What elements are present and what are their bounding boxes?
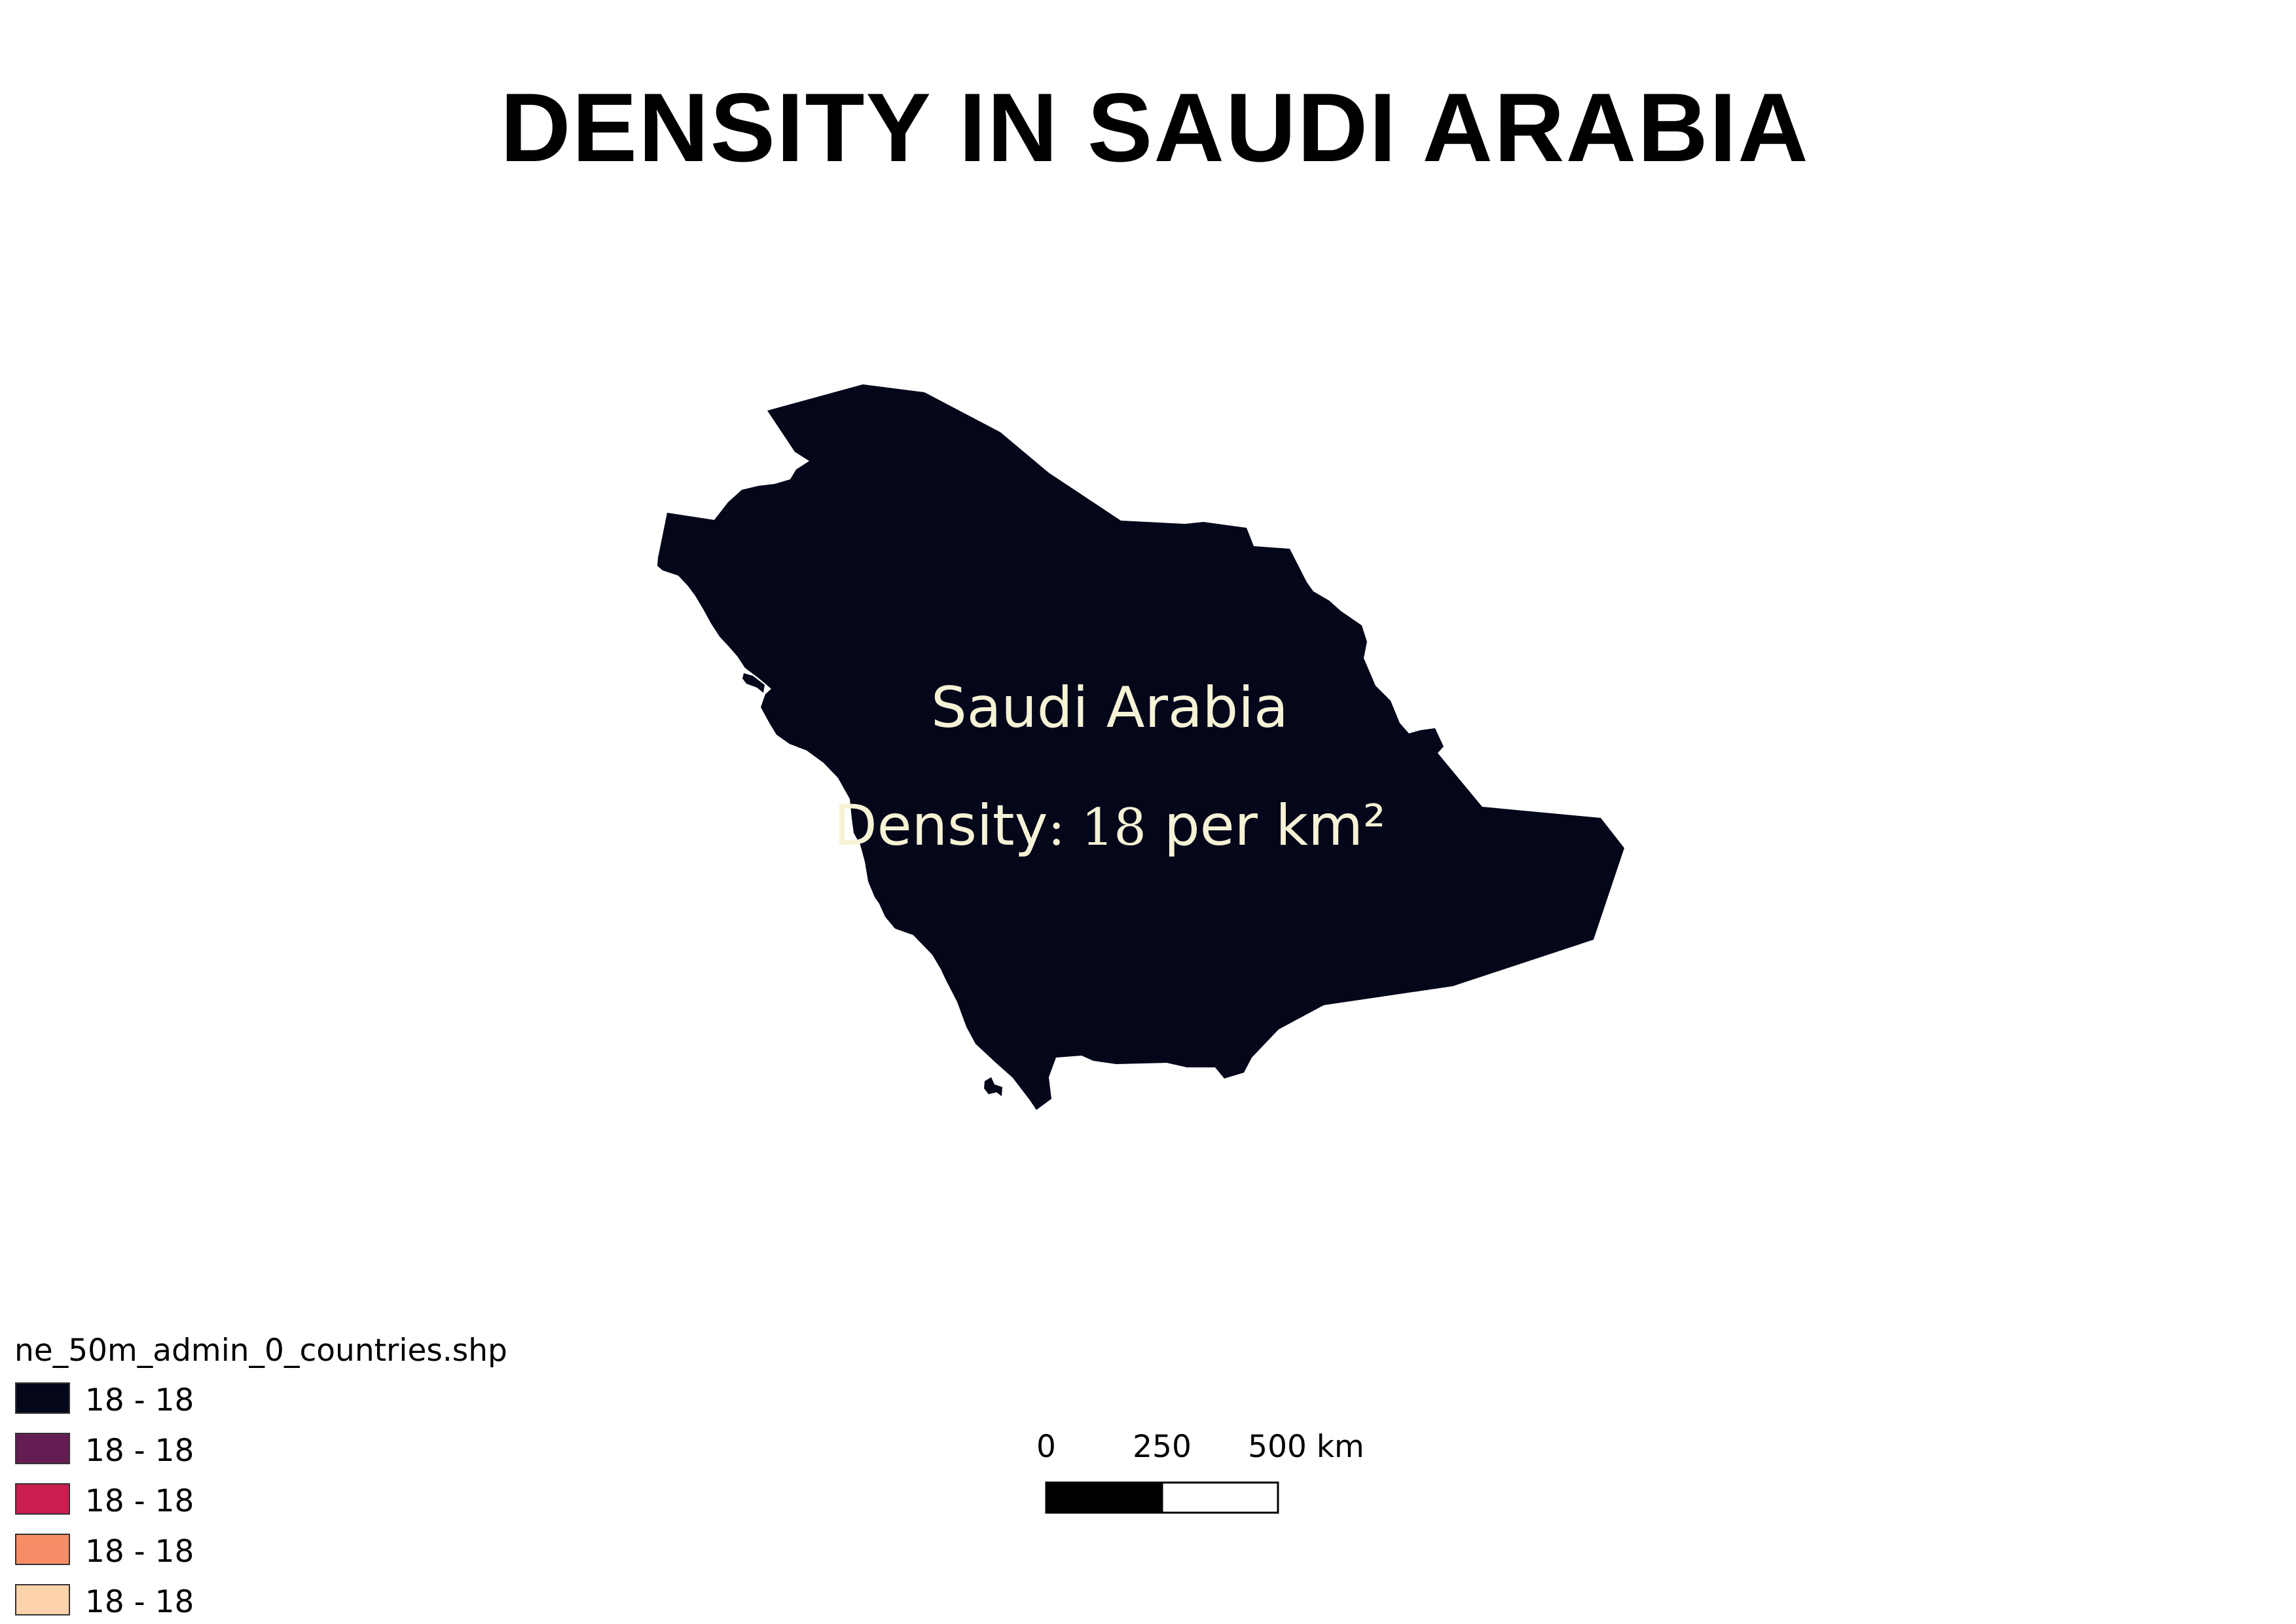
legend-swatch	[15, 1382, 70, 1414]
legend-item: 18 - 18	[15, 1534, 194, 1570]
density-label: Density: 18 per km²	[834, 793, 1386, 858]
legend-swatch	[15, 1534, 70, 1565]
country-saudi-arabia[interactable]	[657, 384, 1624, 1110]
scale-label-250: 250	[1133, 1429, 1192, 1465]
scale-segment-empty	[1161, 1481, 1279, 1514]
map-title: DENSITY IN SAUDI ARABIA	[500, 73, 1810, 182]
legend-item: 18 - 18	[15, 1584, 194, 1620]
legend-item: 18 - 18	[15, 1483, 194, 1519]
density-value: 18	[1082, 798, 1146, 857]
legend-title: ne_50m_admin_0_countries.shp	[14, 1333, 507, 1369]
legend: ne_50m_admin_0_countries.shp 18 - 18 18 …	[14, 1333, 507, 1620]
scale-bar: 0 250 500 km	[1036, 1429, 1364, 1514]
density-separator: :	[1048, 798, 1082, 857]
saudi-arabia-shape[interactable]	[657, 384, 1624, 1110]
legend-item: 18 - 18	[15, 1382, 194, 1418]
country-label: Saudi Arabia Density: 18 per km²	[834, 675, 1386, 858]
legend-swatch	[15, 1483, 70, 1515]
scale-label-500-km: 500 km	[1248, 1429, 1364, 1465]
legend-swatch	[15, 1433, 70, 1464]
legend-label: 18 - 18	[85, 1433, 194, 1469]
island-farasan	[984, 1077, 1002, 1096]
scale-label-0: 0	[1036, 1429, 1056, 1465]
density-unit: per km²	[1146, 793, 1386, 858]
legend-label: 18 - 18	[85, 1534, 194, 1570]
legend-swatch	[15, 1584, 70, 1615]
legend-label: 18 - 18	[85, 1483, 194, 1519]
legend-item: 18 - 18	[15, 1433, 194, 1469]
island-red-sea-1	[742, 673, 765, 693]
density-prefix: Density	[834, 793, 1048, 858]
country-name-label: Saudi Arabia	[931, 675, 1288, 741]
legend-label: 18 - 18	[85, 1382, 194, 1418]
legend-label: 18 - 18	[85, 1584, 194, 1620]
scale-segment-filled	[1045, 1481, 1163, 1514]
